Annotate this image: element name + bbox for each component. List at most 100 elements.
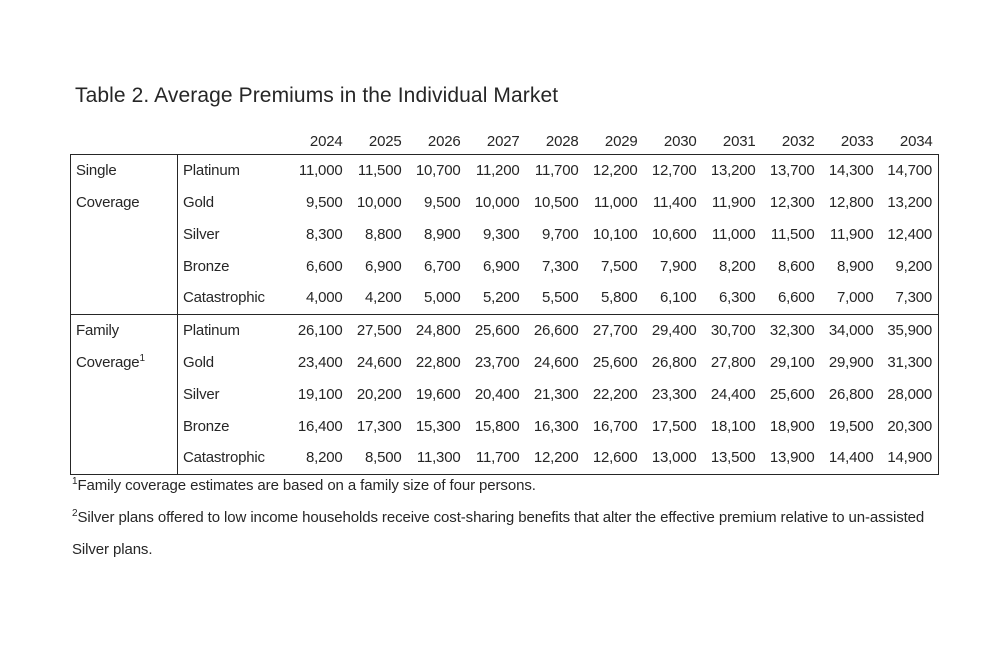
premium-value: 11,700 [475,449,520,467]
premium-value: 20,300 [887,417,932,435]
tier-label: Silver [183,385,220,403]
year-header: 2025 [368,132,402,150]
premium-value: 12,300 [769,193,815,211]
tier-label: Platinum [183,161,240,179]
premium-value: 7,500 [600,257,638,275]
premium-value: 6,900 [482,257,520,275]
premium-value: 11,500 [770,225,815,243]
premium-value: 4,200 [364,289,402,307]
premium-value: 11,000 [711,225,756,243]
premium-value: 11,900 [711,193,756,211]
year-header: 2027 [486,132,520,150]
table-row: Catastrophic 4,000 4,200 5,000 5,200 5,500 5,8… [71,282,939,314]
premium-value: 12,200 [592,161,638,179]
premium-value: 13,200 [887,193,932,211]
premium-value: 5,200 [482,289,520,307]
footnotes: 1Family coverage estimates are based on … [72,470,934,566]
footnote: 2Silver plans offered to low income hous… [72,502,934,566]
tier-label: Bronze [183,257,230,275]
premium-value: 34,000 [828,321,874,339]
coverage-section-0: Single Coverage Platinum 11,000 11,500 10,700… [70,154,939,314]
footnote-marker: 2 [72,508,78,519]
page-title: Table 2. Average Premiums in the Individ… [75,84,559,107]
premium-value: 14,300 [828,161,874,179]
premium-value: 22,800 [415,353,461,371]
premium-value: 14,400 [828,449,874,467]
premium-value: 14,900 [887,449,932,467]
premium-value: 10,700 [415,161,461,179]
premium-value: 24,600 [533,353,579,371]
premium-value: 23,700 [474,353,520,371]
premium-value: 7,000 [836,289,874,307]
premium-value: 5,500 [541,289,579,307]
premium-value: 8,600 [777,257,815,275]
premium-value: 9,300 [482,225,520,243]
premium-value: 16,700 [592,417,638,435]
premium-value: 11,300 [416,449,461,467]
premium-value: 18,900 [769,417,815,435]
premium-value: 10,000 [474,193,520,211]
premium-value: 18,100 [710,417,756,435]
coverage-section-1: Family Coverage1 Platinum 26,100 27,500 24,80… [70,314,939,474]
premium-value: 7,900 [659,257,697,275]
premium-value: 10,500 [533,193,579,211]
premium-value: 11,700 [534,161,579,179]
premium-value: 9,700 [541,225,579,243]
premium-value: 27,500 [356,321,402,339]
premium-value: 16,400 [297,417,343,435]
premium-value: 15,800 [474,417,520,435]
premium-value: 23,400 [297,353,343,371]
premium-value: 6,600 [305,257,343,275]
table-row: Gold 9,500 10,000 9,500 10,000 10,500 11,000 11… [71,186,939,218]
premium-value: 22,200 [592,385,638,403]
premium-value: 16,300 [533,417,579,435]
premium-value: 6,700 [423,257,461,275]
premium-value: 9,500 [423,193,461,211]
coverage-label: Family Coverage1 [70,314,178,474]
footnote-text: Family coverage estimates are based on a… [77,477,536,494]
table-row: Silver 19,100 20,200 19,600 20,400 21,300 22,2… [71,378,939,410]
tier-label: Catastrophic [183,449,265,467]
footnote-marker: 1 [139,352,145,364]
premium-value: 10,600 [651,225,697,243]
premium-value: 26,600 [533,321,579,339]
premium-value: 23,300 [651,385,697,403]
premium-value: 26,800 [828,385,874,403]
premium-value: 11,400 [652,193,697,211]
premium-value: 12,600 [592,449,638,467]
tier-label: Bronze [183,417,230,435]
premium-value: 8,200 [718,257,756,275]
premium-value: 26,800 [651,353,697,371]
premium-value: 19,500 [828,417,874,435]
premium-value: 6,300 [718,289,756,307]
year-header: 2028 [545,132,579,150]
premium-value: 6,900 [364,257,402,275]
table-row: Gold 23,400 24,600 22,800 23,700 24,600 25,600… [71,346,939,378]
year-header: 2031 [722,132,756,150]
coverage-label-line: Family [76,321,119,339]
premium-value: 25,600 [769,385,815,403]
table-row: Silver 8,300 8,800 8,900 9,300 9,700 10,100 10,… [71,218,939,250]
premium-value: 5,800 [600,289,638,307]
premium-value: 20,400 [474,385,520,403]
tier-label: Gold [183,193,214,211]
premium-value: 8,900 [423,225,461,243]
year-header: 2033 [840,132,874,150]
premium-value: 11,000 [298,161,343,179]
premium-value: 21,300 [533,385,579,403]
premium-value: 14,700 [887,161,932,179]
premium-value: 24,800 [415,321,461,339]
year-header: 2024 [309,132,343,150]
year-header: 2032 [781,132,815,150]
premium-value: 30,700 [710,321,756,339]
premium-value: 10,100 [592,225,638,243]
year-header-row: 2024 2025 2026 2027 2028 2029 2030 2031 2032 2033… [71,126,939,154]
premium-value: 8,200 [305,449,343,467]
table-row: Single Coverage Platinum 11,000 11,500 10,700… [70,154,939,314]
footnote: 1Family coverage estimates are based on … [72,470,934,502]
premium-value: 11,500 [357,161,402,179]
coverage-column-spacer [71,126,178,154]
premium-value: 4,000 [305,289,343,307]
premium-value: 25,600 [592,353,638,371]
premium-value: 12,400 [887,225,932,243]
